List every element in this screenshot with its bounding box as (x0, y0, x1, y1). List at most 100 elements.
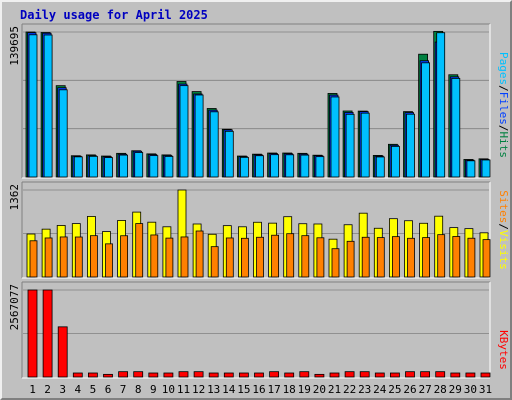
bar-pages-day-11 (179, 85, 189, 178)
bar-kbytes-day-20 (314, 373, 325, 378)
legend-label-visits-sites-part: / (497, 223, 510, 230)
bar-sites-day-27 (422, 237, 431, 278)
bar-pages-day-23 (360, 112, 370, 178)
bar-sites-day-28 (437, 234, 446, 278)
bar-pages-day-20 (315, 156, 325, 178)
day-label-15: 15 (237, 383, 250, 396)
day-label-11: 11 (177, 383, 190, 396)
legend-label-hits-files-pages-part: Files (497, 92, 510, 125)
bar-kbytes-day-1 (27, 289, 38, 378)
bar-pages-day-26 (406, 113, 415, 178)
bar-sites-day-9 (150, 234, 159, 278)
bar-pages-day-7 (119, 154, 128, 178)
bar-sites-day-25 (391, 236, 400, 278)
bar-kbytes-day-2 (42, 289, 53, 378)
bar-pages-day-1 (28, 34, 38, 178)
day-label-31: 31 (479, 383, 492, 396)
day-label-2: 2 (44, 383, 51, 396)
bar-kbytes-day-5 (88, 372, 98, 378)
bar-sites-day-12 (195, 230, 204, 278)
bar-kbytes-day-12 (193, 371, 204, 378)
max-value-label-visits-sites: 1362 (8, 184, 21, 211)
bar-kbytes-day-10 (163, 372, 174, 378)
bar-sites-day-14 (225, 237, 234, 278)
bar-pages-day-4 (73, 156, 83, 178)
bar-sites-day-26 (407, 237, 415, 278)
bar-kbytes-day-17 (269, 371, 280, 378)
bar-kbytes-day-29 (450, 372, 461, 378)
bar-kbytes-day-26 (405, 371, 415, 378)
bar-sites-day-24 (376, 237, 385, 278)
bar-kbytes-day-7 (118, 371, 128, 378)
day-label-10: 10 (162, 383, 175, 396)
bar-pages-day-13 (209, 111, 219, 178)
day-label-12: 12 (192, 383, 205, 396)
bar-pages-day-25 (390, 145, 400, 178)
bar-kbytes-day-25 (389, 372, 400, 378)
legend-label-hits-files-pages: Pages/Files/Hits (497, 52, 510, 158)
day-label-1: 1 (29, 383, 36, 396)
day-label-3: 3 (59, 383, 66, 396)
bar-kbytes-day-3 (57, 326, 68, 378)
day-label-23: 23 (358, 383, 371, 396)
bar-sites-day-30 (467, 237, 476, 278)
day-label-19: 19 (298, 383, 311, 396)
bar-sites-day-18 (286, 233, 295, 278)
day-label-17: 17 (267, 383, 280, 396)
bar-sites-day-1 (29, 240, 38, 278)
legend-label-visits-sites: Sites/Visits (497, 190, 510, 270)
day-label-24: 24 (373, 383, 387, 396)
bar-pages-day-22 (345, 113, 355, 178)
bar-pages-day-3 (58, 89, 68, 178)
bar-sites-day-29 (452, 236, 461, 278)
bar-pages-day-10 (164, 156, 174, 178)
bar-pages-day-28 (436, 32, 446, 178)
bar-kbytes-day-28 (435, 371, 446, 378)
bar-sites-day-10 (165, 237, 174, 278)
legend-label-hits-files-pages-part: / (497, 125, 510, 132)
bar-kbytes-day-11 (178, 371, 189, 378)
bar-kbytes-day-9 (148, 372, 159, 378)
bar-pages-day-16 (255, 155, 264, 178)
day-label-8: 8 (135, 383, 142, 396)
day-label-27: 27 (418, 383, 431, 396)
bar-kbytes-day-15 (238, 372, 249, 378)
bar-pages-day-14 (224, 130, 234, 178)
bar-pages-day-5 (89, 155, 98, 178)
day-label-7: 7 (120, 383, 127, 396)
bar-pages-day-8 (134, 152, 144, 178)
bar-sites-day-21 (331, 248, 340, 278)
day-label-30: 30 (464, 383, 477, 396)
bar-pages-day-29 (451, 77, 461, 178)
bar-kbytes-day-13 (208, 372, 219, 378)
day-label-18: 18 (283, 383, 296, 396)
bar-sites-day-19 (301, 235, 310, 278)
chart-title: Daily usage for April 2025 (20, 8, 208, 22)
max-value-label-hits-files-pages: 139695 (8, 26, 21, 66)
bar-pages-day-24 (375, 156, 385, 178)
bar-pages-day-2 (43, 34, 53, 178)
legend-label-hits-files-pages-part: / (497, 85, 510, 92)
day-label-29: 29 (449, 383, 462, 396)
day-label-4: 4 (74, 383, 81, 396)
plot-area-kbytes (22, 282, 490, 378)
bar-kbytes-day-19 (299, 371, 310, 378)
bar-kbytes-day-22 (344, 371, 355, 378)
bar-kbytes-day-24 (374, 372, 385, 378)
bar-pages-day-12 (194, 94, 204, 178)
day-label-22: 22 (343, 383, 356, 396)
bar-pages-day-21 (330, 96, 340, 178)
legend-label-kbytes: KBytes (497, 330, 510, 370)
bar-kbytes-day-21 (329, 372, 340, 378)
bar-kbytes-day-27 (420, 371, 431, 378)
bar-kbytes-day-30 (465, 372, 476, 378)
legend-label-hits-files-pages-part: Pages (497, 52, 510, 85)
legend-label-kbytes-part: KBytes (497, 330, 510, 370)
bar-kbytes-day-31 (480, 372, 491, 378)
bar-sites-day-7 (120, 235, 128, 278)
bar-sites-day-17 (271, 234, 280, 278)
bar-pages-day-17 (270, 154, 280, 178)
bar-pages-day-31 (481, 159, 491, 178)
